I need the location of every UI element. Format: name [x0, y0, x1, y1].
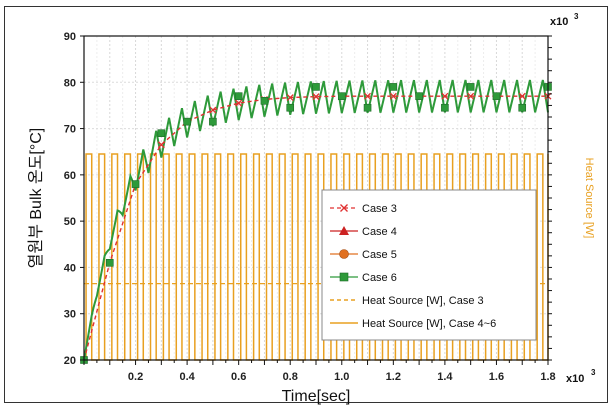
y2-multiplier-base: x10 [550, 16, 568, 28]
case3-marker [389, 92, 397, 100]
case6-marker [157, 129, 166, 137]
case6-marker [260, 97, 269, 105]
x-tick-label: 1.8 [540, 371, 555, 383]
case3-marker [235, 99, 243, 107]
legend-label: Case 6 [362, 272, 397, 284]
legend-label: Case 5 [362, 249, 397, 261]
x-tick-label: 0.4 [179, 371, 195, 383]
x-tick-label: 1.4 [437, 371, 453, 383]
case3-marker [441, 92, 449, 100]
legend-label: Heat Source [W], Case 3 [362, 295, 484, 307]
x-tick-label: 1.2 [386, 371, 401, 383]
x-tick-label: 0.6 [231, 371, 246, 383]
case3-marker [518, 92, 526, 100]
legend-label: Case 4 [362, 226, 397, 238]
legend-item: Case 5 [330, 249, 397, 261]
legend-label: Case 3 [362, 203, 397, 215]
x-tick-label: 1.0 [334, 371, 349, 383]
x-multiplier-exp: 3 [591, 368, 596, 377]
case3-marker [312, 93, 320, 101]
axes [80, 35, 552, 365]
legend-item: Case 4 [330, 226, 397, 238]
case3-marker [467, 92, 475, 100]
case6-marker [131, 180, 140, 188]
case6-marker [183, 117, 191, 126]
y-tick-label: 60 [64, 170, 76, 182]
x-tick-label: 0.2 [128, 371, 143, 383]
case6-marker [363, 103, 372, 112]
y-axis-label: 열원부 Bulk 온도[°C] [27, 128, 45, 268]
legend-item: Case 6 [330, 272, 397, 284]
legend-item: Heat Source [W], Case 3 [330, 295, 484, 307]
case6-marker [492, 92, 501, 100]
y2-axis-label: Heat Source [W] [583, 158, 595, 239]
case6-line [83, 79, 549, 361]
y-tick-label: 30 [64, 309, 76, 321]
x-multiplier: x10 3 [566, 368, 596, 385]
case3-marker [157, 141, 165, 149]
case6-marker [518, 103, 527, 112]
case3-marker [209, 106, 217, 114]
x-axis-label: Time[sec] [282, 388, 351, 405]
case6-marker [415, 92, 423, 100]
y2-multiplier-exp: 3 [574, 12, 579, 21]
case6-marker [466, 83, 475, 91]
legend-label: Heat Source [W], Case 4~6 [362, 318, 496, 330]
series-layer [80, 79, 552, 364]
y-tick-label: 40 [64, 262, 76, 274]
y-tick-label: 50 [64, 216, 76, 228]
y2-multiplier: x10 3 [550, 12, 579, 28]
x-multiplier-base: x10 [566, 373, 584, 385]
case6-marker [441, 103, 449, 112]
case3-marker [364, 92, 372, 100]
legend-item: Heat Source [W], Case 4~6 [330, 318, 496, 330]
y-tick-label: 20 [64, 355, 76, 367]
case6-marker [234, 92, 243, 100]
case3-marker [286, 94, 294, 102]
case6-marker [209, 117, 217, 126]
tick-labels: 20 30 40 50 60 70 80 90 0.2 0.4 0.6 0.8 1.0 1.2 1.4 1.6… [64, 31, 556, 383]
y-tick-label: 80 [64, 77, 76, 89]
case6-marker [312, 83, 320, 91]
case6-marker [389, 83, 398, 91]
x-tick-label: 0.8 [283, 371, 298, 383]
case6-marker [337, 92, 346, 100]
y-tick-label: 70 [64, 124, 76, 136]
legend-item: Case 3 [330, 203, 397, 215]
case6-marker [105, 258, 114, 267]
case6-marker [286, 103, 295, 112]
x-tick-label: 1.6 [489, 371, 504, 383]
legend: Case 3 Case 4 Case 5 Case 6 Heat Source [W],… [321, 189, 537, 341]
legend-box [321, 189, 537, 341]
y-tick-label: 90 [64, 31, 76, 43]
